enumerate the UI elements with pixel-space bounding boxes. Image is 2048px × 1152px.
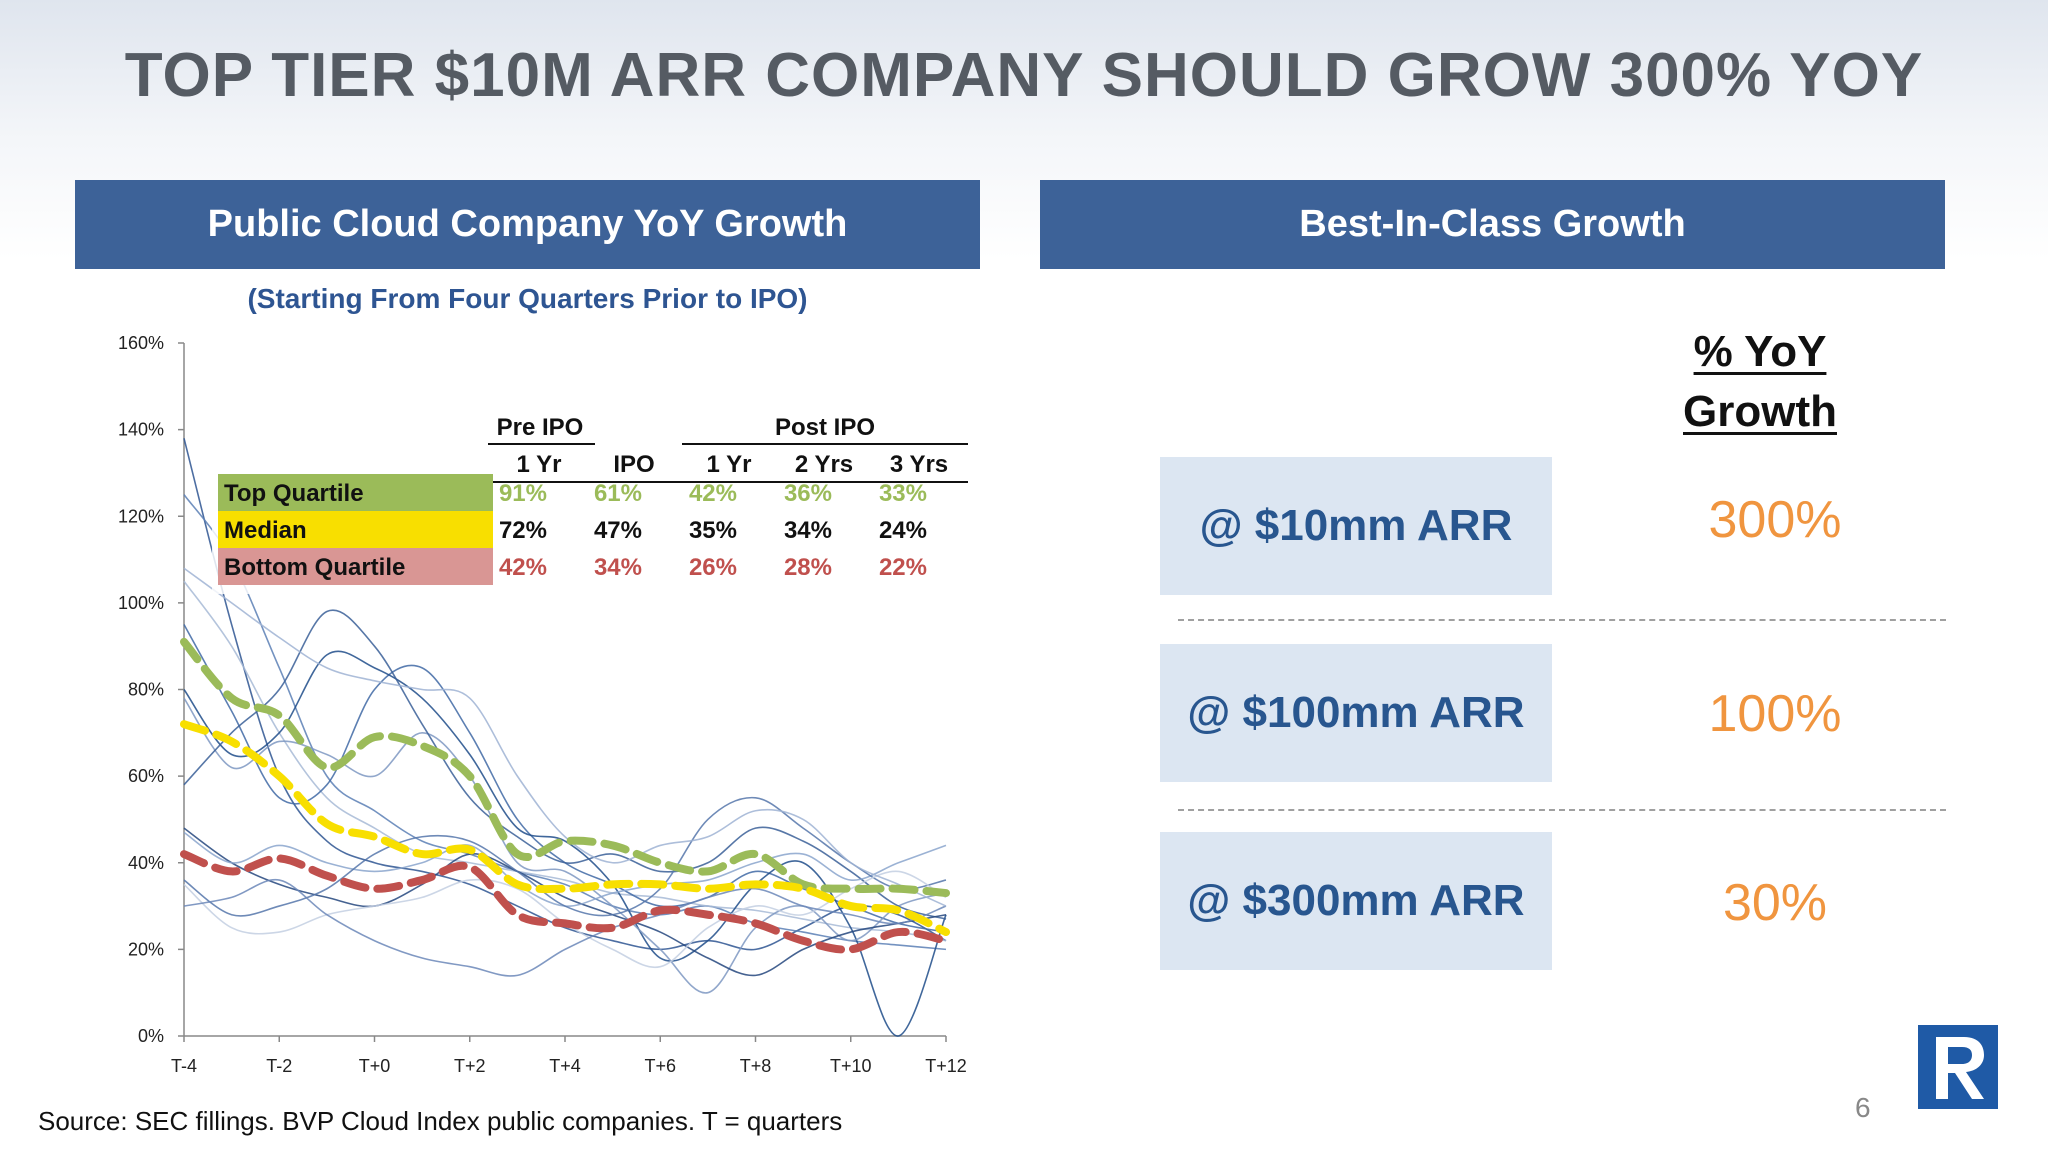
source-note: Source: SEC fillings. BVP Cloud Index pu… (38, 1106, 843, 1136)
arr-300mm-growth: 30% (1722, 874, 1828, 932)
x-tick-label: T+8 (740, 1056, 772, 1076)
company-growth-line (183, 438, 947, 951)
company-growth-line (183, 650, 947, 1037)
table-cell: 42% (499, 554, 547, 581)
x-tick-label: T+10 (830, 1056, 872, 1076)
table-row-bottom-quartile-label: Bottom Quartile (224, 554, 405, 581)
left-panel-header: Public Cloud Company YoY Growth (75, 180, 980, 269)
arr-300mm-box: @ $300mm ARR (1160, 832, 1552, 970)
x-tick-label: T+12 (925, 1056, 967, 1076)
bottom-quartile-line (180, 850, 950, 954)
table-column-header: 1 Yr (707, 451, 752, 478)
table-cell: 34% (784, 517, 832, 544)
table-row-bottom-quartile-swatch (218, 548, 493, 585)
arr-100mm-growth: 100% (1708, 685, 1842, 743)
table-cell: 47% (594, 517, 642, 544)
row-divider (1178, 809, 1946, 811)
table-row-top-quartile-swatch (218, 474, 493, 511)
y-tick-label: 120% (118, 506, 164, 526)
table-cell: 34% (594, 554, 642, 581)
yoy-growth-column-title: % YoY Growth (1660, 322, 1860, 442)
company-growth-line (183, 796, 947, 917)
arr-100mm-box: @ $100mm ARR (1160, 644, 1552, 782)
x-tick-label: T+2 (454, 1056, 486, 1076)
page-number: 6 (1855, 1092, 1871, 1123)
table-column-header: 1 Yr (517, 451, 562, 478)
company-growth-line (183, 580, 947, 942)
y-tick-label: 160% (118, 333, 164, 353)
table-cell: 91% (499, 480, 547, 507)
page-title: TOP TIER $10M ARR COMPANY SHOULD GROW 30… (124, 41, 1924, 110)
y-tick-label: 40% (128, 853, 164, 873)
y-tick-label: 60% (128, 766, 164, 786)
y-tick-label: 140% (118, 420, 164, 440)
table-group-header: Post IPO (775, 414, 875, 441)
y-tick-label: 20% (128, 939, 164, 959)
company-logo (1910, 1023, 2002, 1115)
median-line (180, 720, 950, 937)
table-cell: 24% (879, 517, 927, 544)
company-growth-line (183, 494, 947, 951)
table-row-top-quartile-label: Top Quartile (224, 480, 364, 507)
row-divider (1178, 619, 1946, 621)
y-tick-label: 100% (118, 593, 164, 613)
y-tick-label: 0% (138, 1026, 164, 1046)
table-cell: 61% (594, 480, 642, 507)
x-tick-label: T-4 (171, 1056, 197, 1076)
table-cell: 28% (784, 554, 832, 581)
table-column-header: 3 Yrs (890, 451, 948, 478)
table-group-header: Pre IPO (497, 414, 584, 441)
table-cell: 72% (499, 517, 547, 544)
company-growth-line (183, 567, 947, 907)
table-cell: 42% (689, 480, 737, 507)
table-column-header: IPO (613, 451, 654, 478)
x-tick-label: T+4 (549, 1056, 581, 1076)
arr-10mm-box: @ $10mm ARR (1160, 457, 1552, 595)
right-panel-header: Best-In-Class Growth (1040, 180, 1945, 269)
x-tick-label: T+0 (359, 1056, 391, 1076)
chart-subtitle: (Starting From Four Quarters Prior to IP… (247, 283, 808, 314)
table-row-median-label: Median (224, 517, 307, 544)
yoy-growth-title-line2: Growth (1683, 387, 1837, 436)
table-column-header: 2 Yrs (795, 451, 853, 478)
table-cell: 35% (689, 517, 737, 544)
table-cell: 22% (879, 554, 927, 581)
y-tick-label: 80% (128, 680, 164, 700)
top-quartile-line (180, 637, 950, 898)
table-cell: 36% (784, 480, 832, 507)
company-growth-line (183, 879, 947, 977)
table-row-median-swatch (218, 511, 493, 548)
company-growth-line (183, 624, 947, 933)
table-cell: 26% (689, 554, 737, 581)
table-cell: 33% (879, 480, 927, 507)
x-tick-label: T+6 (644, 1056, 676, 1076)
x-tick-label: T-2 (266, 1056, 292, 1076)
company-growth-line (183, 609, 947, 920)
yoy-growth-title-line1: % YoY (1693, 327, 1827, 376)
arr-10mm-growth: 300% (1708, 491, 1842, 549)
